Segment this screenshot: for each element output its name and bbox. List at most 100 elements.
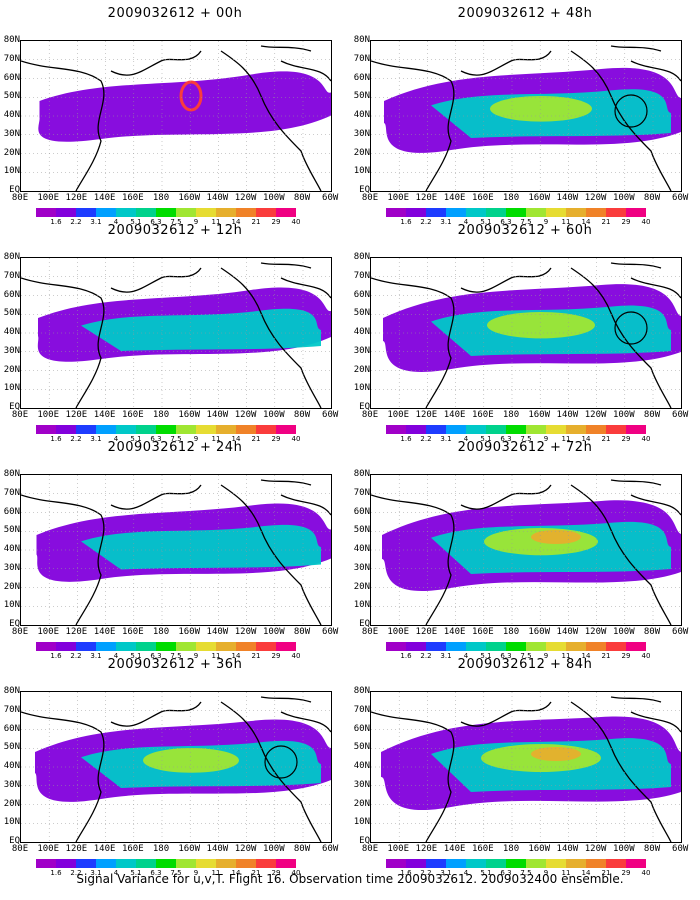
lon-tick-label: 160E <box>471 410 494 420</box>
lon-tick-label: 80W <box>293 193 311 203</box>
lat-tick-label: 40N <box>3 327 20 337</box>
lat-tick-label: 70N <box>353 487 370 498</box>
colorbar-swatch <box>386 425 406 434</box>
colorbar-swatch <box>386 642 406 651</box>
colorbar-swatch <box>56 425 76 434</box>
lon-tick-label: 100E <box>387 844 410 854</box>
colorbar-swatch <box>56 642 76 651</box>
colorbar-label: 4 <box>113 218 119 226</box>
lat-tick-label: 70N <box>3 704 20 715</box>
colorbar-label: 7.5 <box>520 869 532 877</box>
colorbar-swatch <box>196 208 216 217</box>
lon-tick-label: 60W <box>322 410 339 420</box>
lon-tick-label: 160W <box>528 193 551 203</box>
colorbar-label: 3.1 <box>440 218 452 226</box>
lon-tick-label: 60W <box>322 844 339 854</box>
lat-tick-label: 20N <box>353 147 370 158</box>
lat-tick-label: 60N <box>353 289 370 300</box>
colorbar-label: 21 <box>251 652 261 660</box>
lat-tick-label: EQ <box>9 836 20 846</box>
colorbar-label: 1.6 <box>50 435 62 443</box>
lon-tick-label: 80E <box>11 844 29 854</box>
lon-tick-label: 140E <box>443 410 466 420</box>
colorbar-label: 6.3 <box>150 218 162 226</box>
colorbar-label: 40 <box>291 869 301 877</box>
colorbar-label: 21 <box>601 869 611 877</box>
lon-tick-label: 160E <box>471 627 494 637</box>
colorbar-swatch <box>196 859 216 868</box>
lon-tick-label: 140W <box>556 410 579 420</box>
colorbar-label: 11 <box>561 218 571 226</box>
colorbar-label: 4 <box>463 218 469 226</box>
map-area <box>370 257 682 409</box>
lat-tick-label: 60N <box>3 506 20 517</box>
colorbar-label: 9 <box>543 869 549 877</box>
colorbar-label: 40 <box>641 652 651 660</box>
colorbar-label: 6.3 <box>500 218 512 226</box>
colorbar-swatch <box>76 859 96 868</box>
colorbar-label: 5.1 <box>480 652 492 660</box>
lon-tick-label: 100E <box>387 193 410 203</box>
colorbar-label: 11 <box>561 869 571 877</box>
colorbar-swatch <box>176 642 196 651</box>
colorbar-label: 4 <box>463 652 469 660</box>
lon-tick-label: 100E <box>37 627 60 637</box>
colorbar-swatch <box>526 208 546 217</box>
panel-title: 2009032612 + 72h <box>457 440 593 455</box>
colorbar-swatch <box>236 208 256 217</box>
colorbar-label: 9 <box>543 652 549 660</box>
panel-title: 2009032612 + 60h <box>457 223 593 238</box>
colorbar-label: 11 <box>211 652 221 660</box>
colorbar-label: 21 <box>601 435 611 443</box>
colorbar-label: 5.1 <box>130 652 142 660</box>
colorbar-swatch <box>406 208 426 217</box>
colorbar-label: 40 <box>291 435 301 443</box>
colorbar-swatch <box>196 642 216 651</box>
colorbar-label: 3.1 <box>90 869 102 877</box>
colorbar-label: 4 <box>113 435 119 443</box>
lat-tick-label: 10N <box>3 817 20 828</box>
colorbar-swatch <box>526 425 546 434</box>
colorbar-swatch <box>626 208 646 217</box>
lon-tick-label: 140E <box>443 627 466 637</box>
colorbar-swatch <box>626 425 646 434</box>
colorbar-label: 9 <box>193 652 199 660</box>
colorbar-label: 5.1 <box>480 218 492 226</box>
colorbar-label: 7.5 <box>170 652 182 660</box>
colorbar-label: 29 <box>271 652 281 660</box>
lat-tick-label: 10N <box>3 383 20 394</box>
colorbar-label: 6.3 <box>500 435 512 443</box>
lat-tick-label: 30N <box>353 562 370 573</box>
colorbar-swatch <box>256 425 276 434</box>
lon-tick-label: 100E <box>387 627 410 637</box>
lon-tick-label: 120E <box>415 410 438 420</box>
lat-tick-label: 30N <box>353 779 370 790</box>
colorbar-swatch <box>216 208 236 217</box>
colorbar-label: 6.3 <box>500 869 512 877</box>
colorbar-label: 5.1 <box>130 869 142 877</box>
colorbar-swatch <box>606 642 626 651</box>
colorbar-label: 40 <box>641 869 651 877</box>
colorbar-label: 6.3 <box>500 652 512 660</box>
lat-tick-label: 50N <box>3 308 20 319</box>
lat-tick-label: EQ <box>359 402 370 412</box>
lat-tick-label: EQ <box>9 402 20 412</box>
lat-tick-label: 20N <box>3 798 20 809</box>
lat-tick-label: 50N <box>3 742 20 753</box>
colorbar-swatch <box>116 425 136 434</box>
colorbar-label: 1.6 <box>50 218 62 226</box>
panel-title: 2009032612 + 24h <box>107 440 243 455</box>
colorbar-swatch <box>486 208 506 217</box>
colorbar-swatch <box>386 859 406 868</box>
variance-region-peak <box>531 530 581 544</box>
lat-tick-label: 40N <box>3 544 20 554</box>
lat-tick-label: 40N <box>353 110 370 120</box>
variance-region-peak <box>179 80 203 112</box>
variance-region-inner <box>490 96 592 122</box>
lon-tick-label: 140E <box>93 193 116 203</box>
colorbar-label: 14 <box>581 652 591 660</box>
colorbar-swatch <box>486 425 506 434</box>
colorbar-swatch <box>426 208 446 217</box>
colorbar-swatch <box>276 859 296 868</box>
map-area <box>370 691 682 843</box>
